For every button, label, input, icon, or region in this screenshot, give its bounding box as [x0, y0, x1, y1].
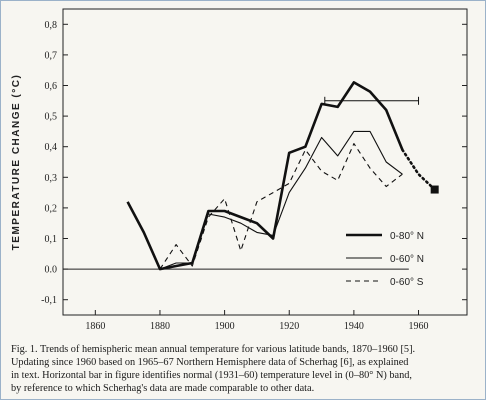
temperature-chart: -0,1 0.0 0,1 0,2 0,3 0,4 0,5 0,6 0,7 0,8 1860 1880 1…	[11, 8, 468, 332]
caption-line-1: Fig. 1. Trends of hemispheric mean annua…	[11, 344, 416, 355]
y-tick-label: 0,7	[45, 50, 58, 61]
x-tick-label: 1960	[409, 321, 429, 332]
y-tick-label: 0,6	[45, 81, 58, 92]
legend-label-thin: 0-60° N	[390, 254, 424, 265]
series-line-thin	[143, 130, 403, 270]
axis-tick-labels: -0,1 0.0 0,1 0,2 0,3 0,4 0,5 0,6 0,7 0,8 1860 1880 1…	[41, 20, 428, 332]
y-axis-label: TEMPERATURE CHANGE (°C)	[11, 74, 22, 251]
series-line-dashed	[159, 143, 403, 270]
axis-ticks	[63, 23, 467, 315]
plot-area	[62, 8, 468, 316]
x-tick-label: 1900	[215, 321, 235, 332]
y-tick-label: -0,1	[41, 295, 57, 306]
y-tick-label: 0,3	[45, 173, 58, 184]
y-tick-label: 0,4	[45, 142, 58, 153]
legend-label-dashed: 0-60° S	[390, 277, 424, 288]
y-tick-label: 0,2	[45, 203, 58, 214]
series-line-thick	[126, 81, 404, 271]
x-tick-label: 1940	[344, 321, 364, 332]
y-tick-label: 0,5	[45, 112, 58, 123]
legend: 0-80° N 0-60° N 0-60° S	[346, 231, 424, 288]
caption-line-4: by reference to which Scherhag's data ar…	[11, 383, 315, 394]
x-tick-label: 1920	[279, 321, 299, 332]
x-tick-label: 1880	[150, 321, 170, 332]
caption-line-2: Updating since 1960 based on 1965–67 Nor…	[11, 357, 409, 368]
data-marks	[63, 81, 439, 271]
y-tick-label: 0,8	[45, 20, 58, 31]
y-tick-label: 0,1	[45, 234, 58, 245]
figure-caption: Fig. 1. Trends of hemispheric mean annua…	[11, 343, 479, 395]
caption-line-3: in text. Horizontal bar in figure identi…	[11, 370, 413, 381]
scherhag-end-marker	[430, 185, 439, 194]
y-tick-label: 0.0	[45, 265, 58, 276]
legend-label-thick: 0-80° N	[390, 231, 424, 242]
scherhag-extension-line	[401, 148, 437, 191]
x-tick-label: 1860	[85, 321, 105, 332]
